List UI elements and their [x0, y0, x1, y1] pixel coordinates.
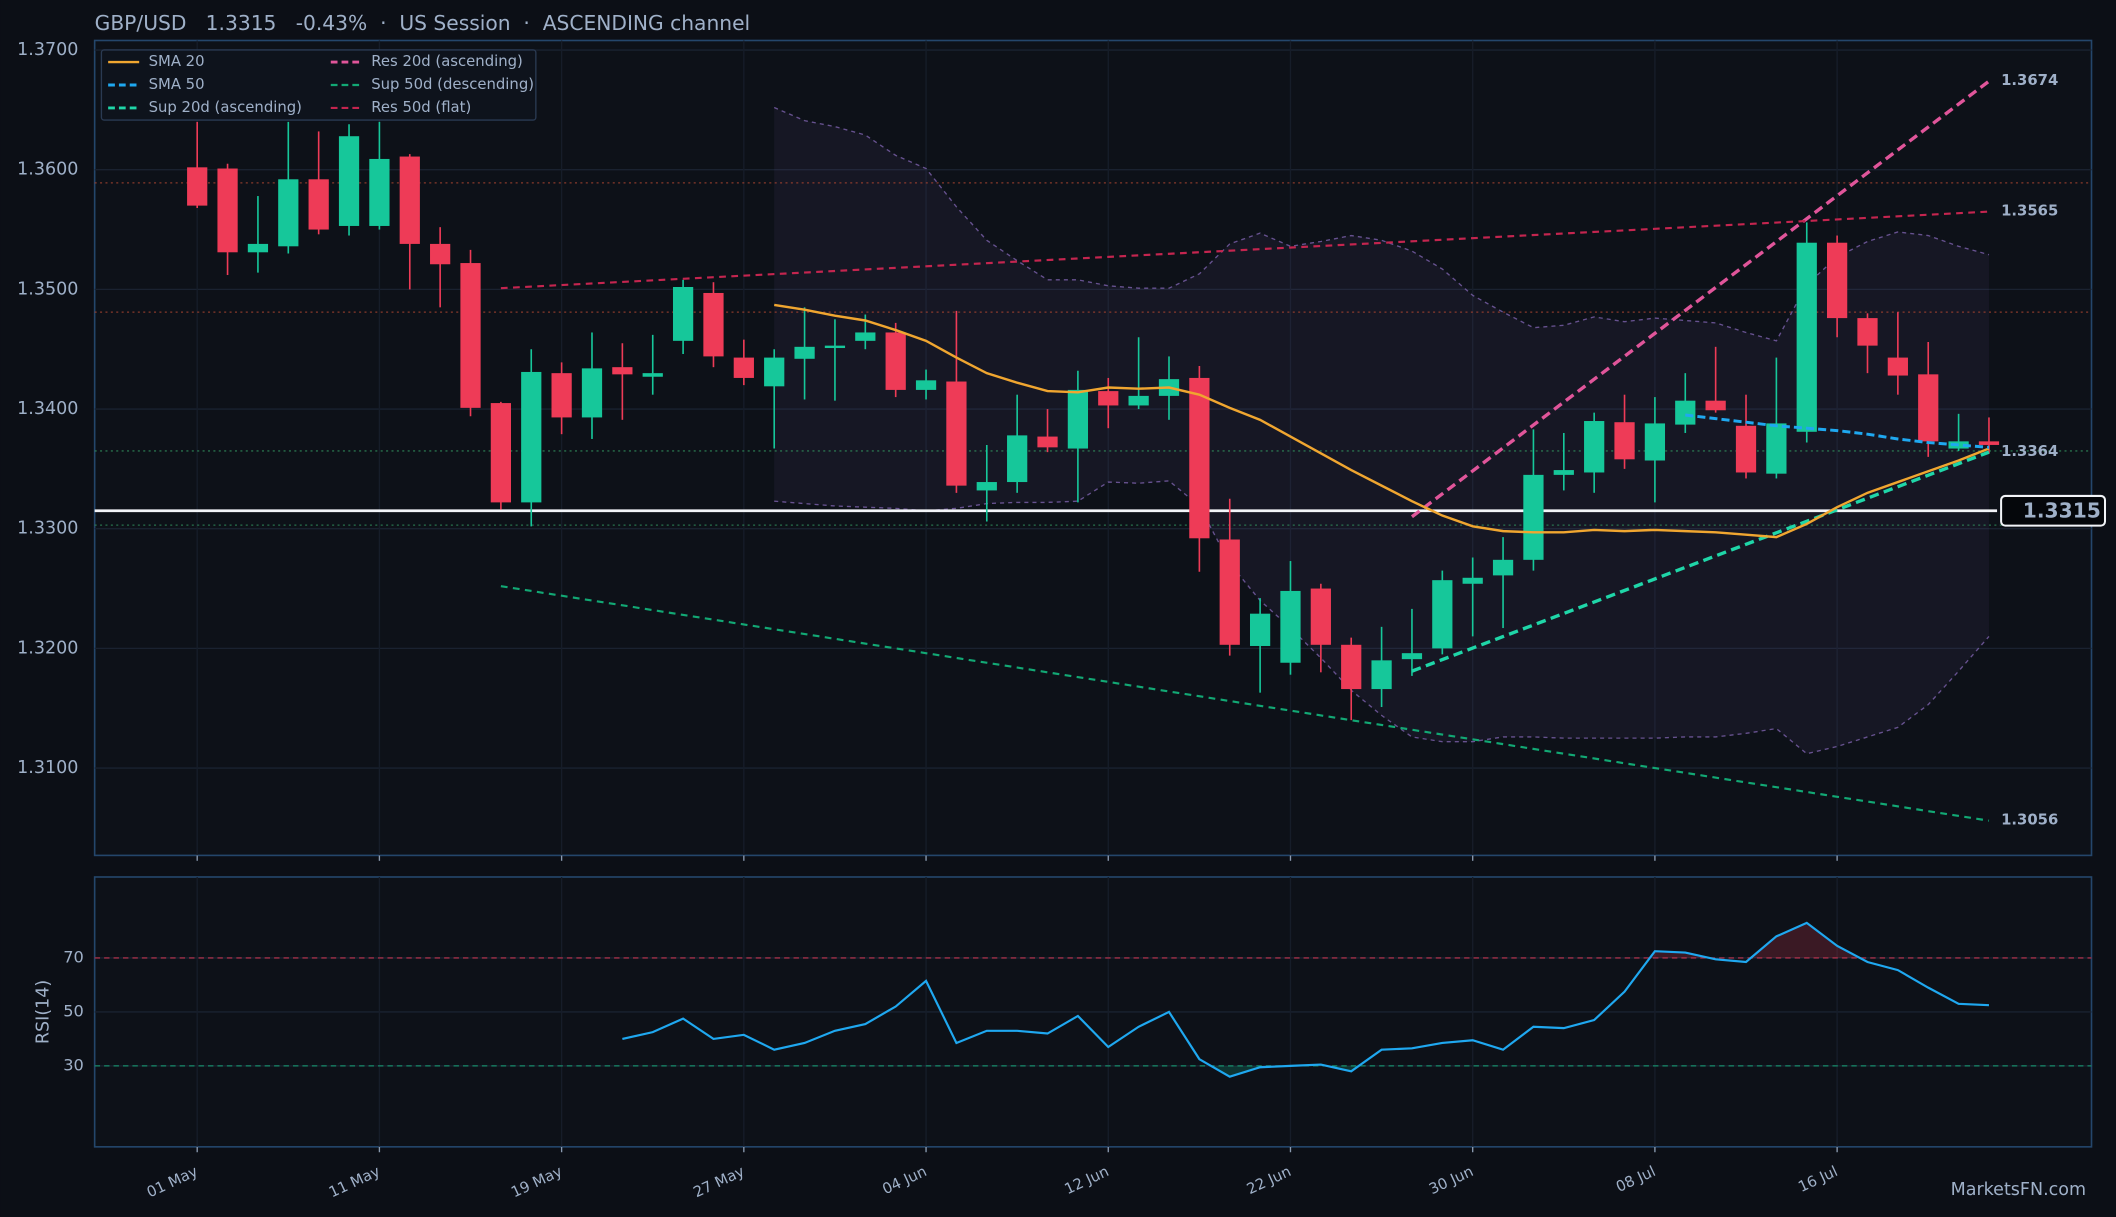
candle-body	[1280, 590, 1301, 663]
candle-body	[1037, 436, 1058, 448]
legend-label: SMA 50	[149, 76, 205, 93]
y-tick-label: 1.3300	[17, 519, 78, 539]
candle-body	[1614, 422, 1635, 460]
candle-body	[672, 286, 694, 341]
candle-body	[1401, 653, 1423, 660]
trendline	[500, 585, 1990, 822]
candle-body	[460, 263, 481, 408]
y-tick-label: 50	[63, 1001, 84, 1020]
sma-line	[774, 303, 1990, 539]
trendline-label: 1.3056	[2001, 812, 2058, 829]
candle-body	[1918, 374, 1939, 442]
candle-body	[885, 332, 906, 390]
band-fill	[774, 107, 1989, 754]
y-tick-label: 1.3400	[17, 399, 78, 419]
legend-label: SMA 20	[149, 53, 205, 70]
candle-body	[247, 243, 269, 253]
trendline-label: 1.3565	[2001, 203, 2058, 220]
candle-body	[1584, 421, 1605, 473]
candle-body	[187, 167, 208, 206]
y-tick-label: 70	[63, 947, 84, 966]
last-price-box	[2000, 494, 2107, 527]
candle-body	[1189, 377, 1210, 539]
legend-box	[100, 49, 537, 121]
y-tick-label: 1.3700	[17, 40, 78, 60]
rsi-line	[622, 921, 1990, 1078]
candle-body	[946, 381, 967, 486]
candle-body	[1371, 660, 1392, 690]
chart-title: GBP/USD 1.3315 -0.43% · US Session · ASC…	[95, 11, 751, 35]
candle-body	[794, 346, 815, 359]
candle-body	[1735, 425, 1757, 473]
candle-body	[399, 156, 420, 244]
last-price-label: 1.3315	[2023, 499, 2101, 523]
candle-body	[1827, 242, 1848, 319]
candle-body	[915, 380, 937, 390]
candle-body	[1675, 400, 1696, 425]
candle-body	[1310, 588, 1331, 645]
trendline	[500, 210, 1990, 290]
candle-body	[1644, 423, 1666, 461]
candle-body	[1705, 400, 1726, 411]
candle-body	[308, 179, 329, 230]
candle-body	[1341, 644, 1362, 690]
candle-body	[1249, 613, 1271, 646]
price-panel	[93, 39, 2093, 857]
candle-body	[1128, 395, 1149, 406]
y-tick-label: 1.3600	[17, 160, 78, 180]
candle-body	[1887, 357, 1908, 376]
candle-body	[217, 168, 238, 253]
candle-body	[703, 292, 724, 357]
candle-body	[521, 371, 542, 503]
band-line	[773, 106, 1990, 342]
trendline-label: 1.3674	[2001, 72, 2058, 89]
trendline	[1410, 79, 1990, 519]
y-axis-label: RSI(14)	[33, 980, 53, 1044]
candle-body	[338, 136, 360, 226]
trendline-label: 1.3364	[2001, 443, 2058, 460]
candle-body	[369, 158, 390, 226]
legend-label: Res 50d (flat)	[371, 99, 471, 116]
candle-body	[1796, 242, 1817, 432]
candle-body	[1067, 389, 1089, 449]
legend-label: Sup 50d (descending)	[371, 76, 534, 93]
candle-body	[642, 373, 663, 377]
candle-body	[764, 357, 785, 387]
candle-body	[490, 403, 512, 503]
y-tick-label: 1.3500	[17, 279, 78, 299]
candle-body	[1007, 435, 1028, 483]
candle-body	[976, 482, 997, 491]
candle-body	[1098, 391, 1119, 406]
candle-body	[733, 357, 754, 378]
candle-body	[551, 373, 572, 418]
candle-body	[1766, 423, 1787, 474]
y-tick-label: 1.3100	[17, 758, 78, 778]
candle-body	[1462, 577, 1483, 584]
candle-body	[824, 345, 846, 349]
candle-body	[1219, 539, 1240, 645]
candle-body	[855, 332, 876, 341]
legend-label: Res 20d (ascending)	[371, 53, 523, 70]
candle-body	[1432, 580, 1453, 649]
legend-label: Sup 20d (ascending)	[149, 99, 302, 116]
candle-body	[430, 243, 451, 265]
candle-body	[278, 179, 299, 247]
watermark: MarketsFN.com	[1951, 1180, 2086, 1200]
band-line	[774, 480, 1990, 755]
candle-body	[1978, 441, 2000, 445]
sma-line	[1685, 413, 1990, 449]
y-tick-label: 30	[63, 1055, 84, 1074]
candle-body	[1523, 474, 1544, 560]
y-tick-label: 1.3200	[17, 638, 78, 658]
candle-body	[612, 367, 633, 375]
candle-body	[1857, 318, 1878, 346]
candle-body	[1553, 470, 1574, 475]
candle-body	[581, 368, 603, 418]
candle-body	[1492, 559, 1514, 576]
